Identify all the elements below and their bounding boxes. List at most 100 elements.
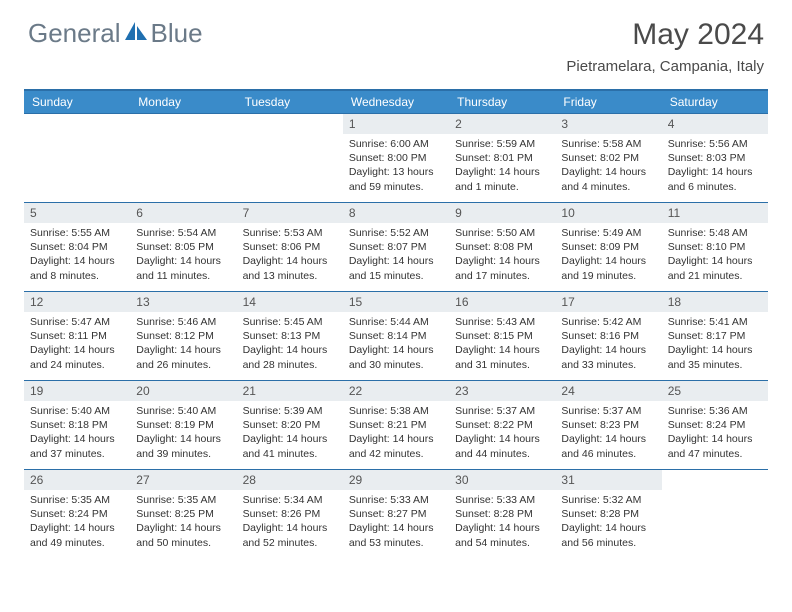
day-cell: 29Sunrise: 5:33 AMSunset: 8:27 PMDayligh… — [343, 470, 449, 558]
day-number: 3 — [555, 114, 661, 134]
sunrise-text: Sunrise: 5:52 AM — [349, 226, 443, 240]
calendar: Sunday Monday Tuesday Wednesday Thursday… — [24, 89, 768, 558]
logo-text-general: General — [28, 18, 121, 49]
day-cell: 17Sunrise: 5:42 AMSunset: 8:16 PMDayligh… — [555, 292, 661, 380]
day-number: 25 — [662, 381, 768, 401]
day-cell: 1Sunrise: 6:00 AMSunset: 8:00 PMDaylight… — [343, 114, 449, 202]
sunset-text: Sunset: 8:28 PM — [561, 507, 655, 521]
day-info: Sunrise: 5:37 AMSunset: 8:23 PMDaylight:… — [555, 401, 661, 465]
day-info: Sunrise: 5:52 AMSunset: 8:07 PMDaylight:… — [343, 223, 449, 287]
day-cell: 19Sunrise: 5:40 AMSunset: 8:18 PMDayligh… — [24, 381, 130, 469]
day-number: 19 — [24, 381, 130, 401]
day-cell: 3Sunrise: 5:58 AMSunset: 8:02 PMDaylight… — [555, 114, 661, 202]
sunset-text: Sunset: 8:24 PM — [30, 507, 124, 521]
day-info: Sunrise: 5:59 AMSunset: 8:01 PMDaylight:… — [449, 134, 555, 198]
day-cell: 6Sunrise: 5:54 AMSunset: 8:05 PMDaylight… — [130, 203, 236, 291]
sunrise-text: Sunrise: 5:33 AM — [455, 493, 549, 507]
day-number: 9 — [449, 203, 555, 223]
sunrise-text: Sunrise: 5:59 AM — [455, 137, 549, 151]
day-number: 28 — [237, 470, 343, 490]
day-cell — [662, 470, 768, 558]
week-row: 12Sunrise: 5:47 AMSunset: 8:11 PMDayligh… — [24, 291, 768, 380]
day-number: 18 — [662, 292, 768, 312]
week-row: 26 Sunrise: 5:35 AM Sunset: 8:24 PM Dayligh… — [24, 469, 768, 558]
day-number — [130, 114, 236, 120]
sunrise-text: Sunrise: 5:35 AM — [136, 493, 230, 507]
day-number: 7 — [237, 203, 343, 223]
day-info: Sunrise: 5:56 AMSunset: 8:03 PMDaylight:… — [662, 134, 768, 198]
sunset-text: Sunset: 8:14 PM — [349, 329, 443, 343]
day-cell: 2Sunrise: 5:59 AMSunset: 8:01 PMDaylight… — [449, 114, 555, 202]
day-info: Sunrise: 5:40 AMSunset: 8:19 PMDaylight:… — [130, 401, 236, 465]
daylight-text: Daylight: 14 hours and 54 minutes. — [455, 521, 549, 549]
day-cell: 11Sunrise: 5:48 AMSunset: 8:10 PMDayligh… — [662, 203, 768, 291]
sunset-text: Sunset: 8:11 PM — [30, 329, 124, 343]
sunrise-text: Sunrise: 5:41 AM — [668, 315, 762, 329]
day-info: Sunrise: 5:50 AMSunset: 8:08 PMDaylight:… — [449, 223, 555, 287]
day-number: 12 — [24, 292, 130, 312]
sunrise-text: Sunrise: 5:45 AM — [243, 315, 337, 329]
day-info: Sunrise: 5:32 AMSunset: 8:28 PMDaylight:… — [555, 490, 661, 554]
day-cell: 13Sunrise: 5:46 AMSunset: 8:12 PMDayligh… — [130, 292, 236, 380]
sunrise-text: Sunrise: 5:40 AM — [30, 404, 124, 418]
day-number: 29 — [343, 470, 449, 490]
sunset-text: Sunset: 8:19 PM — [136, 418, 230, 432]
sunrise-text: Sunrise: 5:38 AM — [349, 404, 443, 418]
day-info: Sunrise: 5:54 AMSunset: 8:05 PMDaylight:… — [130, 223, 236, 287]
day-info: Sunrise: 5:47 AMSunset: 8:11 PMDaylight:… — [24, 312, 130, 376]
day-cell: 27Sunrise: 5:35 AMSunset: 8:25 PMDayligh… — [130, 470, 236, 558]
daylight-text: Daylight: 14 hours and 21 minutes. — [668, 254, 762, 282]
day-info: Sunrise: 5:43 AMSunset: 8:15 PMDaylight:… — [449, 312, 555, 376]
sunrise-text: Sunrise: 5:58 AM — [561, 137, 655, 151]
day-cell: 26Sunrise: 5:35 AMSunset: 8:24 PMDayligh… — [24, 470, 130, 558]
day-info: Sunrise: 5:40 AMSunset: 8:18 PMDaylight:… — [24, 401, 130, 465]
sunset-text: Sunset: 8:05 PM — [136, 240, 230, 254]
sunset-text: Sunset: 8:22 PM — [455, 418, 549, 432]
day-cell: 8Sunrise: 5:52 AMSunset: 8:07 PMDaylight… — [343, 203, 449, 291]
sunrise-text: Sunrise: 5:43 AM — [455, 315, 549, 329]
day-cell: 10Sunrise: 5:49 AMSunset: 8:09 PMDayligh… — [555, 203, 661, 291]
weekday-thu: Thursday — [449, 91, 555, 113]
day-info: Sunrise: 5:45 AMSunset: 8:13 PMDaylight:… — [237, 312, 343, 376]
day-cell: 22Sunrise: 5:38 AMSunset: 8:21 PMDayligh… — [343, 381, 449, 469]
day-cell: 16Sunrise: 5:43 AMSunset: 8:15 PMDayligh… — [449, 292, 555, 380]
day-number: 2 — [449, 114, 555, 134]
sunset-text: Sunset: 8:10 PM — [668, 240, 762, 254]
sunset-text: Sunset: 8:18 PM — [30, 418, 124, 432]
month-title: May 2024 — [566, 18, 764, 52]
day-number: 26 — [24, 470, 130, 490]
logo: General Blue — [28, 18, 203, 49]
sunrise-text: Sunrise: 5:32 AM — [561, 493, 655, 507]
day-info: Sunrise: 5:46 AMSunset: 8:12 PMDaylight:… — [130, 312, 236, 376]
day-number: 6 — [130, 203, 236, 223]
sunset-text: Sunset: 8:09 PM — [561, 240, 655, 254]
day-info: Sunrise: 5:39 AMSunset: 8:20 PMDaylight:… — [237, 401, 343, 465]
week-row: 5Sunrise: 5:55 AMSunset: 8:04 PMDaylight… — [24, 202, 768, 291]
day-info: Sunrise: 6:00 AMSunset: 8:00 PMDaylight:… — [343, 134, 449, 198]
daylight-text: Daylight: 14 hours and 8 minutes. — [30, 254, 124, 282]
day-info: Sunrise: 5:33 AMSunset: 8:28 PMDaylight:… — [449, 490, 555, 554]
daylight-text: Daylight: 14 hours and 6 minutes. — [668, 165, 762, 193]
week-row: 19Sunrise: 5:40 AMSunset: 8:18 PMDayligh… — [24, 380, 768, 469]
daylight-text: Daylight: 14 hours and 37 minutes. — [30, 432, 124, 460]
day-cell: 21Sunrise: 5:39 AMSunset: 8:20 PMDayligh… — [237, 381, 343, 469]
day-cell — [24, 114, 130, 202]
sail-icon — [123, 18, 149, 49]
sunset-text: Sunset: 8:12 PM — [136, 329, 230, 343]
sunrise-text: Sunrise: 5:48 AM — [668, 226, 762, 240]
sunrise-text: Sunrise: 5:34 AM — [243, 493, 337, 507]
daylight-text: Daylight: 14 hours and 50 minutes. — [136, 521, 230, 549]
day-number: 24 — [555, 381, 661, 401]
sunrise-text: Sunrise: 5:54 AM — [136, 226, 230, 240]
weekday-tue: Tuesday — [237, 91, 343, 113]
day-number: 1 — [343, 114, 449, 134]
day-info: Sunrise: 5:35 AMSunset: 8:25 PMDaylight:… — [130, 490, 236, 554]
logo-text-blue: Blue — [151, 18, 203, 49]
day-cell: 9Sunrise: 5:50 AMSunset: 8:08 PMDaylight… — [449, 203, 555, 291]
sunset-text: Sunset: 8:03 PM — [668, 151, 762, 165]
day-info: Sunrise: 5:48 AMSunset: 8:10 PMDaylight:… — [662, 223, 768, 287]
sunrise-text: Sunrise: 5:36 AM — [668, 404, 762, 418]
day-number: 15 — [343, 292, 449, 312]
sunset-text: Sunset: 8:15 PM — [455, 329, 549, 343]
day-cell: 12Sunrise: 5:47 AMSunset: 8:11 PMDayligh… — [24, 292, 130, 380]
